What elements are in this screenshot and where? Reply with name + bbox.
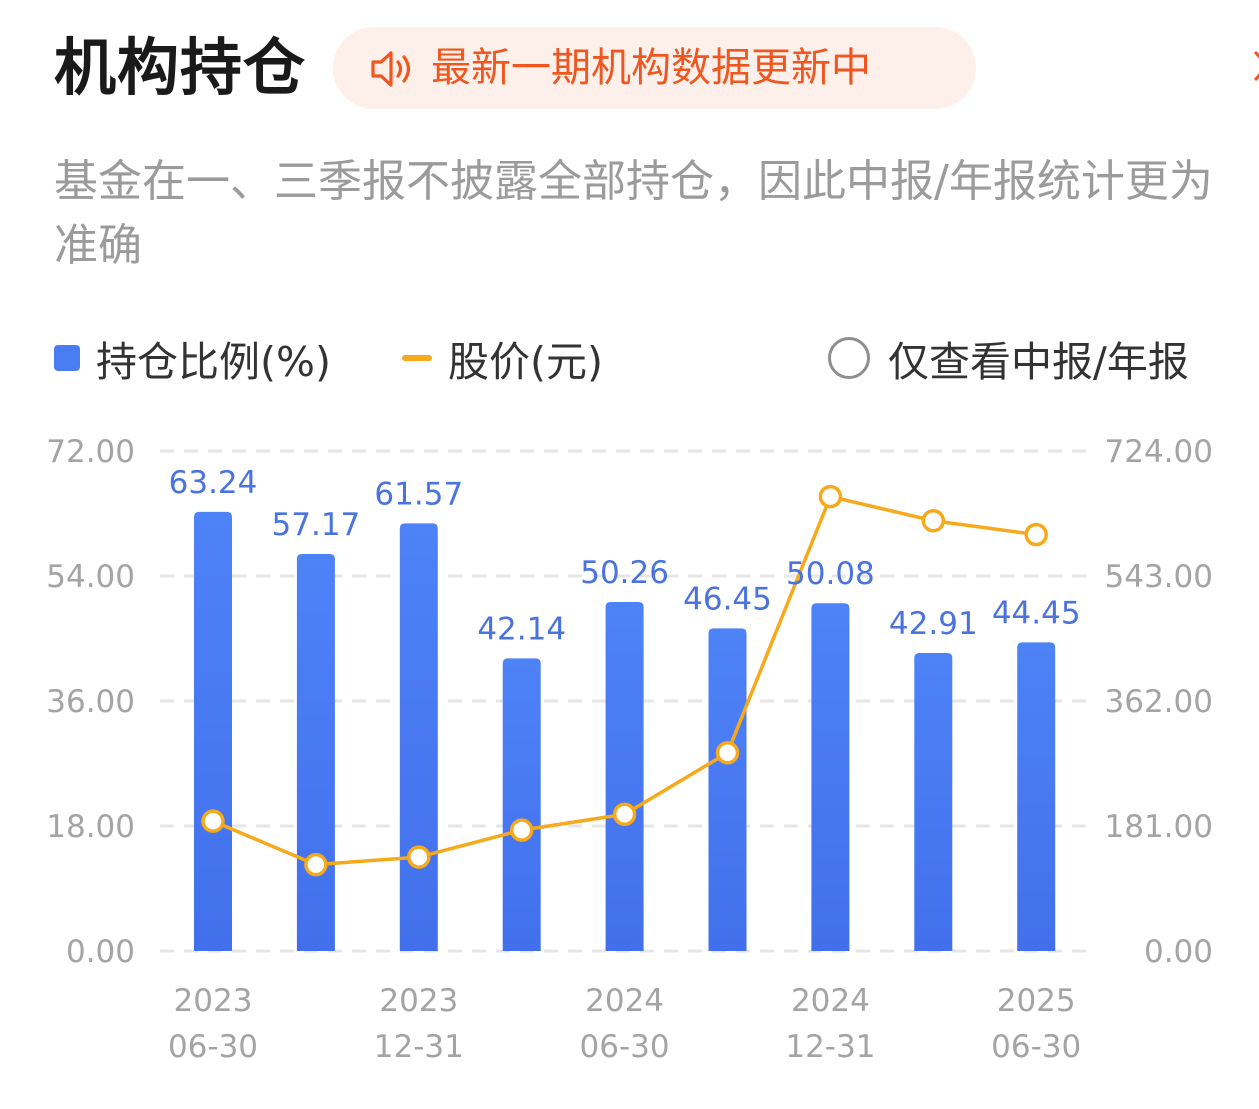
price-point	[201, 809, 225, 833]
bar-holding-ratio	[605, 601, 644, 951]
y-right-tick-label: 543.00	[1105, 559, 1213, 595]
bar-value-label: 46.45	[683, 581, 772, 617]
legend-bar-swatch	[54, 345, 80, 371]
price-point	[304, 852, 328, 877]
speaker-icon	[369, 49, 421, 93]
bar-value-label: 61.57	[374, 476, 463, 512]
notice-text: 最新一期机构数据更新中	[431, 45, 871, 91]
price-point	[509, 818, 534, 842]
price-point	[818, 484, 843, 509]
bar-value-label: 50.26	[580, 555, 669, 591]
bar-holding-ratio	[296, 553, 335, 951]
y-right-tick-label: 181.00	[1105, 809, 1213, 845]
bar-value-label: 42.14	[477, 611, 566, 647]
bar-value-label: 44.45	[992, 595, 1081, 631]
bar-holding-ratio	[502, 658, 541, 951]
legend-line-swatch	[402, 355, 432, 361]
legend-price: 股价(元)	[402, 328, 603, 388]
bar-value-label: 42.91	[889, 606, 978, 642]
disclosure-note: 基金在一、三季报不披露全部持仓，因此中报/年报统计更为准确	[54, 156, 1213, 271]
y-left-tick-label: 0.00	[66, 934, 135, 970]
bar-value-label: 63.24	[169, 465, 258, 501]
x-tick-date: 12-31	[374, 1029, 464, 1065]
y-left-tick-label: 18.00	[46, 809, 135, 845]
price-point	[407, 845, 431, 869]
x-tick-date: 12-31	[785, 1029, 875, 1065]
bar-value-label: 57.17	[272, 507, 361, 543]
price-point	[715, 741, 740, 765]
x-tick-year: 2023	[174, 983, 253, 1019]
filter-report-label: 仅查看中报/年报	[888, 338, 1189, 386]
bar-holding-ratio	[914, 653, 953, 951]
y-left-tick-label: 54.00	[46, 559, 135, 595]
price-point	[612, 802, 637, 827]
x-tick-year: 2023	[379, 983, 458, 1019]
x-tick-date: 06-30	[168, 1029, 258, 1065]
update-notice-banner[interactable]: 最新一期机构数据更新中	[333, 27, 1259, 109]
bar-value-label: 50.08	[786, 556, 875, 592]
legend-ratio-label: 持仓比例(%)	[96, 338, 331, 386]
x-tick-date: 06-30	[580, 1029, 670, 1065]
radio-unchecked-icon[interactable]	[828, 337, 870, 379]
y-right-tick-label: 724.00	[1105, 434, 1213, 470]
price-point	[1024, 522, 1048, 547]
legend-ratio: 持仓比例(%)	[54, 328, 331, 388]
bar-holding-ratio	[708, 628, 747, 951]
price-point	[921, 509, 946, 533]
x-tick-year: 2024	[791, 983, 870, 1019]
legend-price-label: 股价(元)	[448, 338, 603, 386]
y-right-tick-label: 362.00	[1105, 684, 1213, 720]
bar-holding-ratio	[399, 523, 438, 951]
x-tick-year: 2025	[997, 983, 1076, 1019]
bar-holding-ratio	[811, 603, 850, 951]
filter-report-toggle[interactable]: 仅查看中报/年报	[828, 328, 1189, 388]
page-title: 机构持仓	[54, 31, 307, 104]
y-left-tick-label: 36.00	[46, 684, 135, 720]
bar-holding-ratio	[1017, 642, 1056, 951]
x-tick-date: 06-30	[991, 1029, 1081, 1065]
x-tick-year: 2024	[585, 983, 664, 1019]
bar-holding-ratio	[194, 511, 232, 951]
y-right-tick-label: 0.00	[1144, 934, 1213, 970]
y-left-tick-label: 72.00	[46, 434, 135, 470]
